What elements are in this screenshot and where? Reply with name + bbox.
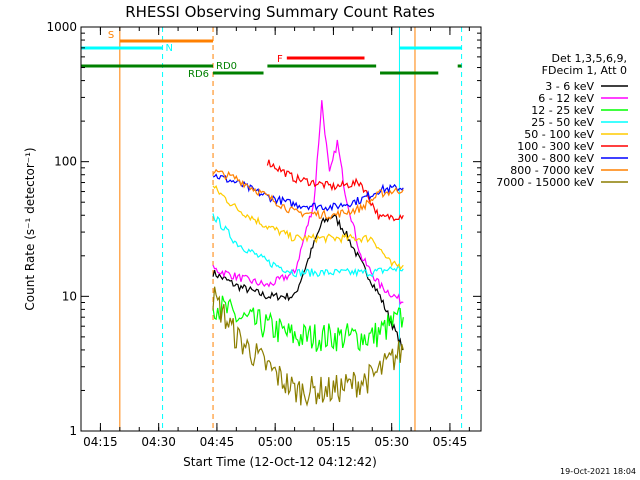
legend-label-5: 100 - 300 keV (517, 140, 594, 153)
flag-label-n: N (166, 43, 173, 54)
legend-header-1: FDecim 1, Att 0 (542, 64, 627, 77)
legend-label-1: 6 - 12 keV (538, 92, 594, 105)
x-tick-label-5: 05:30 (374, 435, 409, 449)
series-line-0 (212, 214, 404, 351)
plot-frame (80, 26, 482, 432)
x-tick-label-6: 05:45 (433, 435, 468, 449)
series-line-3 (212, 213, 404, 278)
legend-label-2: 12 - 25 keV (531, 104, 594, 117)
series-line-4 (212, 185, 404, 271)
flag-label-rd6: RD6 (188, 69, 209, 80)
legend-label-3: 25 - 50 keV (531, 116, 594, 129)
series-line-1 (212, 100, 404, 305)
legend-label-0: 3 - 6 keV (545, 80, 594, 93)
chart-title: RHESSI Observing Summary Count Rates (125, 3, 435, 21)
x-tick-label-0: 04:15 (83, 435, 118, 449)
y-tick-label-2: 100 (54, 155, 77, 169)
y-tick-label-0: 1 (69, 424, 77, 438)
series-line-5 (266, 159, 404, 222)
x-tick-label-2: 04:45 (200, 435, 235, 449)
timestamp: 19-Oct-2021 18:04 (560, 467, 636, 476)
legend-label-7: 800 - 7000 keV (510, 164, 594, 177)
x-tick-label-1: 04:30 (141, 435, 176, 449)
series-line-8 (212, 286, 404, 407)
legend-label-4: 50 - 100 keV (524, 128, 594, 141)
flag-label-s: S (108, 30, 114, 41)
x-tick-label-4: 05:15 (316, 435, 351, 449)
flag-label-rd0: RD0 (216, 61, 237, 72)
legend-header-0: Det 1,3,5,6,9, (551, 52, 627, 65)
series-line-2 (212, 295, 404, 352)
series-line-6 (212, 173, 404, 212)
flag-label-f: F (277, 54, 283, 65)
x-axis-label: Start Time (12-Oct-12 04:12:42) (183, 455, 377, 469)
legend-label-8: 7000 - 15000 keV (496, 176, 594, 189)
y-tick-label-1: 10 (62, 289, 77, 303)
series-line-7 (212, 168, 404, 220)
x-tick-label-3: 05:00 (258, 435, 293, 449)
y-axis-label: Count Rate (s⁻¹ detector⁻¹) (23, 147, 37, 310)
y-tick-label-3: 1000 (46, 20, 77, 34)
legend-label-6: 300 - 800 keV (517, 152, 594, 165)
